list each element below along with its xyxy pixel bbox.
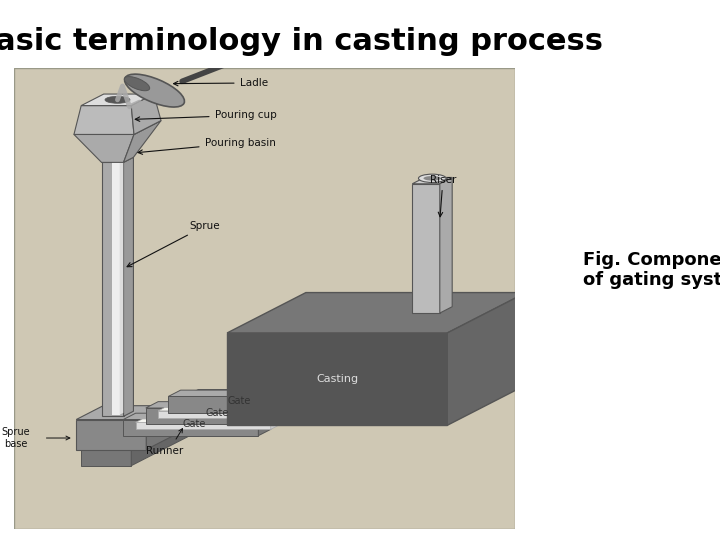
Polygon shape [124,120,161,163]
Polygon shape [81,94,154,106]
Polygon shape [102,157,133,163]
Polygon shape [123,413,271,420]
Polygon shape [102,163,124,416]
Text: Pouring basin: Pouring basin [138,138,276,154]
Polygon shape [440,178,452,313]
Ellipse shape [418,174,446,183]
Polygon shape [76,406,174,420]
Polygon shape [168,396,303,413]
Polygon shape [74,120,161,134]
Polygon shape [303,390,316,413]
Polygon shape [76,420,146,450]
Polygon shape [271,419,277,429]
Text: Pouring cup: Pouring cup [135,110,276,122]
Polygon shape [74,134,134,163]
Text: Gate: Gate [183,419,206,429]
Polygon shape [131,389,248,465]
Text: Casting: Casting [316,374,359,384]
Polygon shape [131,94,161,134]
Polygon shape [145,408,281,424]
Ellipse shape [423,176,441,180]
Text: Basic terminology in casting process: Basic terminology in casting process [0,27,603,56]
Ellipse shape [125,77,150,91]
Polygon shape [145,402,293,408]
Polygon shape [447,293,526,426]
Polygon shape [413,178,452,184]
Polygon shape [146,406,174,450]
Polygon shape [74,106,134,134]
Polygon shape [168,390,316,396]
Polygon shape [135,422,271,429]
Polygon shape [281,402,293,424]
Polygon shape [112,159,123,161]
Polygon shape [158,411,293,418]
Text: Gate: Gate [228,396,251,406]
Polygon shape [413,184,440,313]
Polygon shape [120,159,123,415]
Text: Runner: Runner [146,446,183,456]
Polygon shape [135,419,277,422]
Polygon shape [81,450,131,465]
Polygon shape [227,333,447,426]
Ellipse shape [105,96,130,103]
Text: Sprue
base: Sprue base [2,427,30,449]
Polygon shape [158,407,300,411]
Polygon shape [258,413,271,436]
FancyBboxPatch shape [14,68,515,529]
Text: Gate: Gate [205,408,228,418]
Polygon shape [124,157,133,416]
Polygon shape [227,293,526,333]
Text: Sprue: Sprue [127,221,220,267]
Text: Fig. Components
of gating system: Fig. Components of gating system [583,251,720,289]
Text: Riser: Riser [430,175,456,217]
Polygon shape [123,420,258,436]
Polygon shape [112,161,120,415]
Polygon shape [293,407,300,418]
Polygon shape [81,389,248,450]
Ellipse shape [125,74,184,107]
Text: Ladle: Ladle [174,78,268,88]
